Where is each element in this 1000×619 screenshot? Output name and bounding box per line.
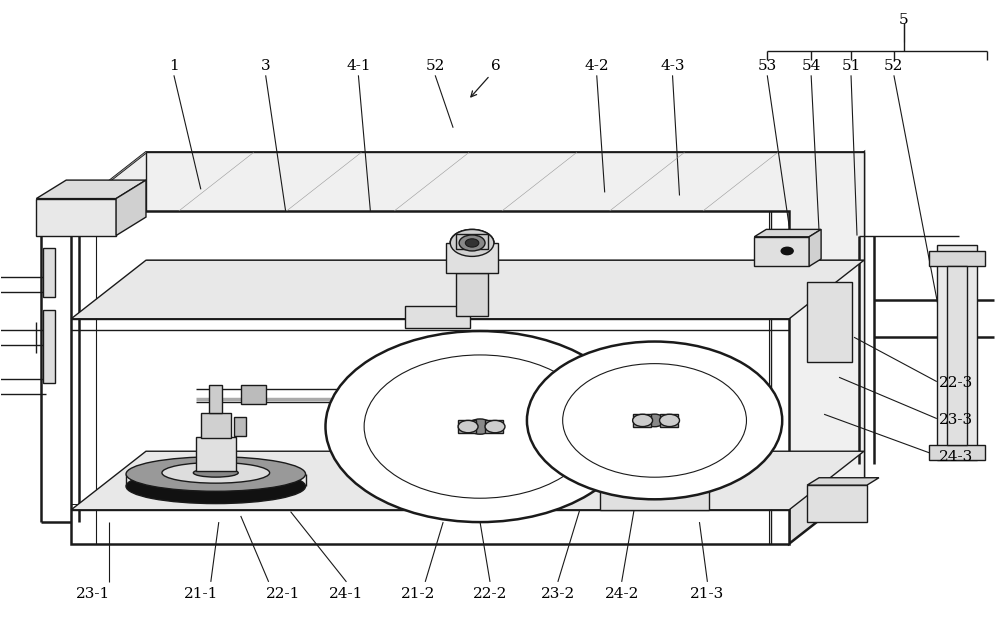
Text: 24-1: 24-1 <box>329 587 364 601</box>
Text: 4-1: 4-1 <box>346 59 371 73</box>
Bar <box>209 385 222 413</box>
Circle shape <box>644 414 665 426</box>
Text: 51: 51 <box>841 59 861 73</box>
Text: 24-3: 24-3 <box>939 451 973 464</box>
Circle shape <box>465 239 479 247</box>
Polygon shape <box>71 260 864 319</box>
Bar <box>241 385 266 404</box>
Circle shape <box>364 355 596 498</box>
Ellipse shape <box>162 462 270 483</box>
Text: 4-2: 4-2 <box>584 59 609 73</box>
Ellipse shape <box>126 469 306 504</box>
Bar <box>196 437 236 471</box>
Ellipse shape <box>126 457 306 491</box>
Bar <box>458 420 476 433</box>
Bar <box>201 413 231 438</box>
Circle shape <box>458 420 478 433</box>
Text: 6: 6 <box>491 59 501 73</box>
Circle shape <box>563 363 746 477</box>
Bar <box>610 399 699 442</box>
Text: 53: 53 <box>758 59 777 73</box>
Text: 52: 52 <box>884 59 904 73</box>
Bar <box>947 266 967 445</box>
Text: 23-2: 23-2 <box>541 587 575 601</box>
Text: 21-3: 21-3 <box>690 587 725 601</box>
Polygon shape <box>116 180 146 236</box>
Bar <box>929 251 985 266</box>
Text: 52: 52 <box>425 59 445 73</box>
Polygon shape <box>71 451 864 510</box>
Bar <box>446 243 498 272</box>
Ellipse shape <box>193 469 238 477</box>
Bar <box>600 452 709 470</box>
Bar <box>456 272 488 316</box>
Bar <box>600 470 709 510</box>
Bar <box>71 211 789 543</box>
Text: 23-3: 23-3 <box>939 413 973 428</box>
Bar <box>43 310 55 383</box>
Bar <box>937 245 977 461</box>
Bar <box>485 420 503 433</box>
Bar <box>633 414 651 426</box>
Bar <box>807 282 852 362</box>
Bar <box>428 401 458 417</box>
Text: 3: 3 <box>261 59 270 73</box>
Polygon shape <box>789 152 864 543</box>
Bar <box>754 237 809 266</box>
Bar <box>43 248 55 297</box>
Text: 5: 5 <box>899 13 909 27</box>
Text: 22-3: 22-3 <box>939 376 973 391</box>
Bar <box>456 234 488 249</box>
Text: 21-1: 21-1 <box>184 587 218 601</box>
Polygon shape <box>754 230 821 237</box>
Text: 1: 1 <box>169 59 179 73</box>
Bar <box>929 445 985 461</box>
Polygon shape <box>36 180 146 199</box>
Circle shape <box>633 414 653 426</box>
Bar <box>234 417 246 436</box>
Circle shape <box>527 342 782 500</box>
Bar <box>36 199 116 236</box>
Text: 22-2: 22-2 <box>473 587 507 601</box>
Circle shape <box>660 414 680 426</box>
Bar <box>405 306 470 328</box>
Circle shape <box>325 331 635 522</box>
Circle shape <box>485 420 505 433</box>
Circle shape <box>781 247 793 254</box>
Text: 23-1: 23-1 <box>76 587 110 601</box>
Bar <box>807 485 867 522</box>
Polygon shape <box>71 152 864 211</box>
Circle shape <box>459 235 485 251</box>
Text: 4-3: 4-3 <box>660 59 685 73</box>
Circle shape <box>468 419 492 434</box>
Polygon shape <box>807 478 879 485</box>
Bar <box>428 416 458 436</box>
Text: 22-1: 22-1 <box>266 587 301 601</box>
Polygon shape <box>809 230 821 266</box>
Bar <box>660 414 678 426</box>
Circle shape <box>450 230 494 256</box>
Text: 24-2: 24-2 <box>604 587 639 601</box>
Text: 54: 54 <box>801 59 821 73</box>
Text: 21-2: 21-2 <box>401 587 435 601</box>
Polygon shape <box>146 152 864 485</box>
